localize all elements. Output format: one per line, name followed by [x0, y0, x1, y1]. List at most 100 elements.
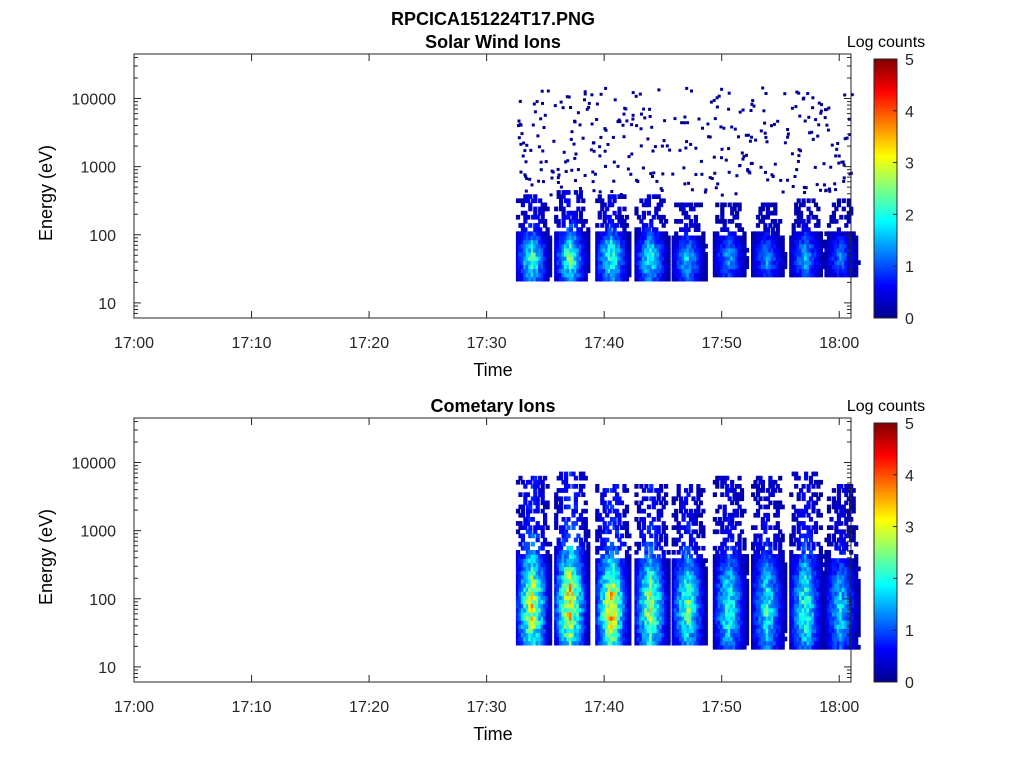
heatmap-cell — [691, 628, 696, 634]
heatmap-cell — [691, 512, 696, 518]
heatmap-cell — [573, 636, 578, 642]
heatmap-cell — [674, 243, 679, 249]
heatmap-cell — [597, 558, 602, 563]
heatmap-cell — [617, 500, 622, 506]
heatmap-cell — [559, 276, 564, 282]
heatmap-cell — [540, 496, 545, 502]
heatmap-cell — [543, 566, 548, 572]
heatmap-cell — [559, 636, 564, 642]
heatmap-cell — [634, 570, 639, 576]
x-tick-label: 17:50 — [702, 335, 742, 352]
heatmap-cell — [834, 260, 839, 265]
heatmap-cell — [768, 578, 773, 584]
heatmap-cell — [554, 611, 559, 617]
heatmap-cell — [804, 268, 809, 274]
heatmap-cell — [538, 276, 543, 282]
panel-cometary: Cometary Ions 17:00 17:10 17:20 17:30 17:40 1… — [36, 396, 925, 744]
heatmap-cell — [773, 578, 778, 584]
heatmap-cell — [659, 219, 664, 224]
heatmap-cell — [725, 620, 730, 625]
heatmap-cell — [627, 587, 632, 592]
heatmap-cell — [610, 194, 615, 199]
heatmap-cell — [525, 194, 530, 199]
heatmap-cell — [806, 272, 811, 278]
heatmap-cell — [681, 632, 686, 638]
heatmap-cell — [612, 607, 617, 613]
heatmap-cell — [688, 260, 694, 265]
heatmap-cell — [671, 537, 676, 543]
heatmap-cell — [801, 235, 806, 241]
heatmap-cell — [624, 521, 630, 526]
heatmap-cell — [739, 260, 745, 265]
heatmap-cell — [644, 268, 649, 274]
heatmap-cell — [696, 272, 701, 278]
heatmap-cell — [538, 554, 543, 559]
heatmap-cell — [801, 231, 806, 237]
heatmap-cell — [765, 570, 770, 576]
heatmap-cell — [739, 488, 745, 493]
heatmap-cell — [525, 198, 530, 204]
heatmap-cell — [755, 500, 761, 506]
heatmap-cell — [520, 566, 525, 572]
heatmap-cell — [571, 231, 576, 237]
heatmap-cell — [619, 591, 625, 596]
heatmap-cell — [552, 139, 556, 143]
heatmap-cell — [564, 603, 569, 609]
heatmap-cell — [666, 620, 671, 625]
heatmap-cell — [698, 260, 703, 265]
heatmap-cell — [730, 533, 735, 539]
heatmap-cell — [681, 599, 686, 605]
heatmap-cell — [768, 243, 773, 249]
heatmap-cell — [576, 198, 581, 204]
heatmap-cell — [856, 260, 861, 265]
heatmap-cell — [556, 247, 561, 253]
heatmap-cell — [525, 231, 530, 237]
heatmap-cell — [720, 247, 725, 253]
heatmap-cell — [605, 252, 610, 257]
heatmap-cell — [573, 247, 578, 253]
heatmap-cell — [612, 558, 617, 563]
heatmap-cell — [556, 587, 561, 592]
heatmap-cell — [644, 640, 649, 646]
heatmap-cell — [597, 512, 602, 518]
heatmap-cell — [622, 583, 627, 588]
heatmap-cell — [664, 607, 669, 613]
heatmap-cell — [622, 599, 627, 605]
heatmap-cell — [528, 558, 533, 563]
heatmap-cell — [615, 591, 620, 596]
heatmap-cell — [831, 252, 836, 257]
heatmap-cell — [610, 599, 615, 605]
heatmap-cell — [586, 247, 591, 253]
heatmap-cell — [753, 611, 758, 617]
heatmap-cell — [543, 636, 548, 642]
heatmap-cell — [735, 239, 740, 245]
heatmap-cell — [622, 268, 627, 274]
heatmap-cell — [576, 247, 581, 253]
heatmap-cell — [801, 264, 806, 270]
heatmap-cell — [518, 616, 523, 621]
heatmap-cell — [646, 260, 651, 265]
heatmap-cell — [638, 92, 642, 96]
heatmap-cell — [804, 260, 809, 265]
heatmap-cell — [612, 624, 617, 629]
heatmap-cell — [571, 484, 576, 489]
heatmap-cell — [701, 529, 706, 535]
heatmap-cell — [624, 599, 630, 605]
heatmap-cell — [730, 562, 735, 568]
heatmap-cell — [671, 247, 676, 253]
heatmap-cell — [693, 272, 698, 278]
heatmap-cell — [676, 578, 681, 584]
heatmap-cell — [664, 595, 669, 601]
heatmap-cell — [834, 239, 839, 245]
heatmap-cell — [535, 624, 540, 629]
heatmap-cell — [561, 640, 566, 646]
heatmap-cell — [735, 587, 740, 592]
heatmap-cell — [684, 260, 689, 265]
heatmap-cell — [678, 148, 682, 152]
heatmap-cell — [554, 517, 559, 522]
heatmap-cell — [605, 529, 610, 535]
heatmap-cell — [600, 272, 605, 278]
heatmap-cell — [581, 628, 586, 634]
heatmap-cell — [703, 611, 708, 617]
heatmap-cell — [646, 603, 651, 609]
